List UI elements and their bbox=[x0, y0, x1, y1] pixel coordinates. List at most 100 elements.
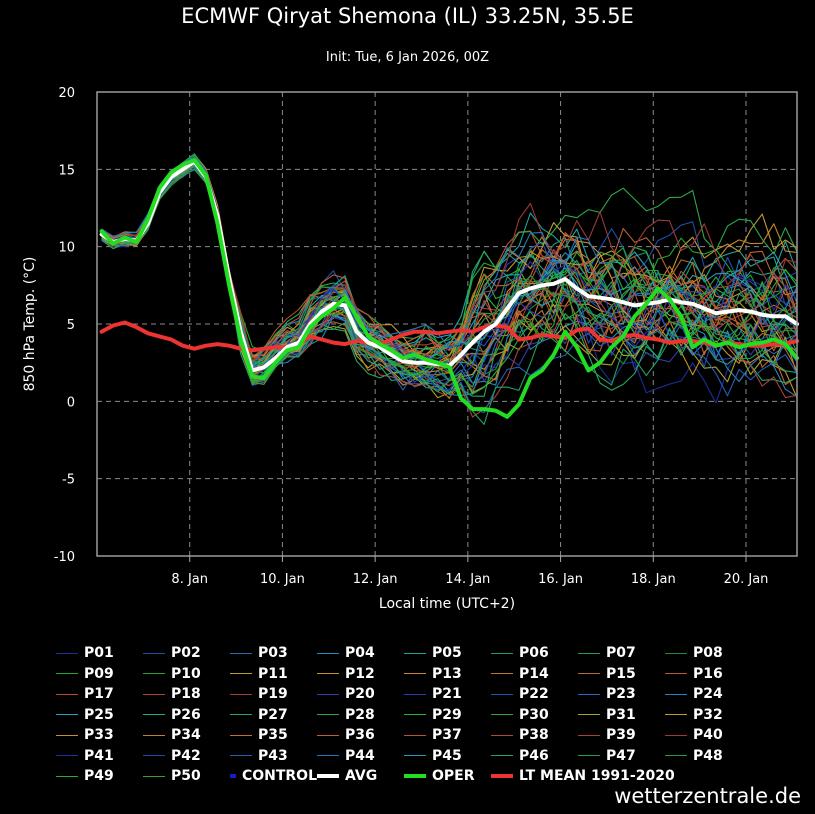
legend-item: P12 bbox=[317, 664, 404, 685]
legend-item: P27 bbox=[230, 705, 317, 726]
legend-swatch bbox=[230, 693, 252, 695]
legend-swatch bbox=[491, 673, 513, 675]
legend-item: P13 bbox=[404, 664, 491, 685]
x-tick-label: 18. Jan bbox=[631, 572, 676, 587]
legend-label: P31 bbox=[606, 706, 636, 723]
chart-title: ECMWF Qiryat Shemona (IL) 33.25N, 35.5E bbox=[181, 4, 634, 28]
legend-item: P14 bbox=[491, 664, 578, 685]
legend-item: P39 bbox=[578, 725, 665, 746]
legend-item: P33 bbox=[56, 725, 143, 746]
legend-label: P02 bbox=[171, 645, 201, 662]
legend-label: P16 bbox=[693, 665, 723, 682]
legend-label: CONTROL bbox=[241, 768, 317, 785]
legend-label: P49 bbox=[84, 768, 114, 785]
legend-item: P19 bbox=[230, 684, 317, 705]
y-axis-label: 850 hPa Temp. (°C) bbox=[22, 257, 38, 392]
legend-label: P32 bbox=[693, 706, 723, 723]
legend-swatch bbox=[317, 714, 339, 716]
legend-item: P47 bbox=[578, 746, 665, 767]
x-tick-label: 14. Jan bbox=[445, 572, 490, 587]
legend-swatch bbox=[317, 734, 339, 736]
chart-subtitle: Init: Tue, 6 Jan 2026, 00Z bbox=[325, 50, 490, 65]
legend-item: P24 bbox=[665, 684, 752, 705]
legend-swatch bbox=[404, 755, 426, 757]
legend-swatch bbox=[665, 734, 687, 736]
legend-swatch bbox=[404, 673, 426, 675]
legend-label: P10 bbox=[171, 665, 201, 682]
legend-swatch bbox=[317, 673, 339, 675]
legend: P01 P02 P03 P04 P05 P06 P07 P08 P09 P10 P11 P12 P13 P… bbox=[56, 643, 796, 787]
legend-label: P34 bbox=[171, 727, 201, 744]
legend-label: P42 bbox=[171, 747, 201, 764]
legend-label: P21 bbox=[432, 686, 462, 703]
legend-swatch bbox=[404, 652, 426, 654]
legend-swatch bbox=[317, 774, 339, 779]
y-tick-label: 10 bbox=[58, 241, 75, 256]
legend-item: P44 bbox=[317, 746, 404, 767]
legend-label: P30 bbox=[519, 706, 549, 723]
legend-item: P22 bbox=[491, 684, 578, 705]
legend-swatch bbox=[665, 714, 687, 716]
ensemble-line-p27 bbox=[101, 158, 798, 397]
legend-swatch bbox=[317, 652, 339, 654]
legend-swatch bbox=[143, 673, 165, 675]
legend-item: P26 bbox=[143, 705, 230, 726]
legend-item: P25 bbox=[56, 705, 143, 726]
x-tick-label: 12. Jan bbox=[353, 572, 398, 587]
legend-swatch bbox=[491, 734, 513, 736]
legend-label: P41 bbox=[84, 747, 114, 764]
legend-item: P41 bbox=[56, 746, 143, 767]
legend-item: P07 bbox=[578, 643, 665, 664]
legend-swatch bbox=[491, 755, 513, 757]
legend-label: P35 bbox=[258, 727, 288, 744]
legend-label: P05 bbox=[432, 645, 462, 662]
ensemble-temperature-chart: -10 -5 0 5 10 15 20 8. Jan 10. Jan 12. Jan 14. Jan… bbox=[22, 86, 799, 612]
legend-label: LT MEAN 1991-2020 bbox=[519, 768, 675, 785]
legend-swatch bbox=[143, 775, 165, 777]
legend-item: P18 bbox=[143, 684, 230, 705]
legend-swatch bbox=[491, 714, 513, 716]
legend-label: P50 bbox=[171, 768, 201, 785]
legend-label: P09 bbox=[84, 665, 114, 682]
legend-swatch bbox=[578, 693, 600, 695]
legend-item: P08 bbox=[665, 643, 752, 664]
legend-label: P46 bbox=[519, 747, 549, 764]
legend-label: P33 bbox=[84, 727, 114, 744]
legend-swatch bbox=[56, 734, 78, 736]
legend-label: P06 bbox=[519, 645, 549, 662]
legend-swatch bbox=[317, 755, 339, 757]
legend-item: P10 bbox=[143, 664, 230, 685]
legend-item: P30 bbox=[491, 705, 578, 726]
legend-label: P29 bbox=[432, 706, 462, 723]
plot-frame bbox=[96, 91, 798, 557]
axis-labels: -10 -5 0 5 10 15 20 8. Jan 10. Jan 12. Jan 14. Jan… bbox=[22, 86, 768, 612]
x-tick-label: 8. Jan bbox=[171, 572, 208, 587]
legend-item: P37 bbox=[404, 725, 491, 746]
legend-item: P31 bbox=[578, 705, 665, 726]
ensemble-lines bbox=[101, 153, 798, 425]
legend-item: P32 bbox=[665, 705, 752, 726]
legend-label: P44 bbox=[345, 747, 375, 764]
main-series-lines bbox=[99, 158, 799, 419]
legend-item: P11 bbox=[230, 664, 317, 685]
legend-swatch bbox=[578, 734, 600, 736]
legend-label: P43 bbox=[258, 747, 288, 764]
legend-item: P21 bbox=[404, 684, 491, 705]
legend-swatch bbox=[404, 693, 426, 695]
legend-swatch bbox=[404, 714, 426, 716]
ensemble-line-p09 bbox=[101, 158, 798, 352]
legend-label: P38 bbox=[519, 727, 549, 744]
legend-label: P03 bbox=[258, 645, 288, 662]
x-tick-label: 10. Jan bbox=[260, 572, 305, 587]
legend-label: P11 bbox=[258, 665, 288, 682]
legend-item: P01 bbox=[56, 643, 143, 664]
legend-swatch bbox=[56, 775, 78, 777]
legend-swatch bbox=[56, 714, 78, 716]
legend-item: P50 bbox=[143, 766, 230, 787]
legend-item: P34 bbox=[143, 725, 230, 746]
legend-label: P04 bbox=[345, 645, 375, 662]
legend-swatch bbox=[491, 774, 513, 779]
legend-label: P25 bbox=[84, 706, 114, 723]
y-tick-label: -10 bbox=[54, 550, 75, 565]
legend-swatch bbox=[56, 652, 78, 654]
